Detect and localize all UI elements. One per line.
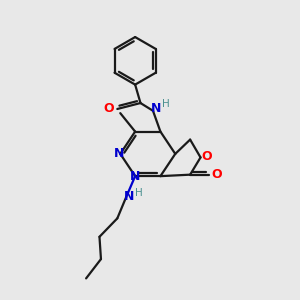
Text: N: N bbox=[130, 170, 140, 183]
Text: N: N bbox=[114, 147, 124, 161]
Text: N: N bbox=[123, 190, 134, 203]
Text: O: O bbox=[104, 102, 114, 115]
Text: O: O bbox=[212, 168, 222, 181]
Text: H: H bbox=[135, 188, 142, 198]
Text: O: O bbox=[202, 150, 212, 163]
Text: N: N bbox=[151, 102, 161, 115]
Text: H: H bbox=[162, 99, 169, 109]
